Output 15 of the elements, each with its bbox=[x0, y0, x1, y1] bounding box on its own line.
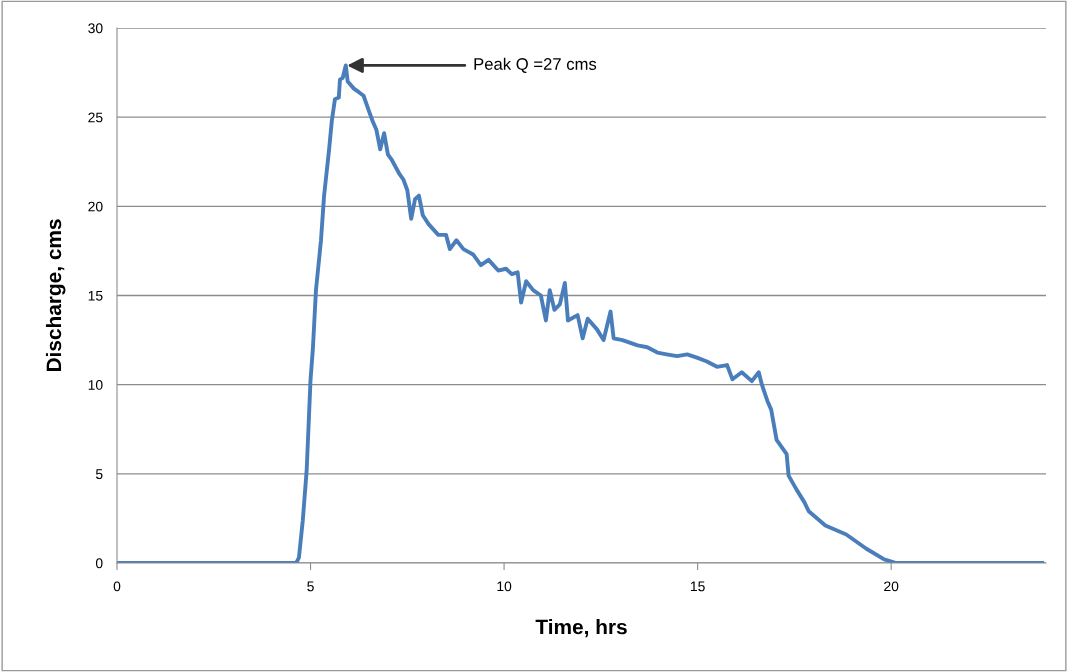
x-tick-label: 15 bbox=[690, 581, 705, 592]
y-axis-title: Discharge, cms bbox=[45, 219, 66, 372]
y-tick-label: 30 bbox=[88, 23, 103, 34]
x-tick-label: 5 bbox=[307, 581, 314, 592]
annotation: Peak Q =27 cms bbox=[474, 57, 597, 73]
y-tick-label: 20 bbox=[88, 201, 103, 212]
x-tick-label: 20 bbox=[884, 581, 899, 592]
x-tick-label: 10 bbox=[497, 581, 512, 592]
x-axis-title: Time, hrs bbox=[535, 619, 627, 638]
y-tick-label: 15 bbox=[88, 290, 103, 301]
x-tick-label: 0 bbox=[113, 581, 121, 592]
y-tick-label: 0 bbox=[95, 558, 103, 569]
y-tick-label: 5 bbox=[95, 469, 103, 479]
y-tick-label: 10 bbox=[88, 380, 103, 390]
y-tick-label: 25 bbox=[88, 112, 103, 123]
